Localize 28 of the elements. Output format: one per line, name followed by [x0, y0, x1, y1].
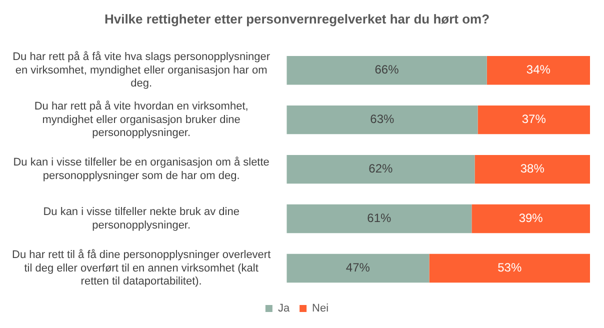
y-tick-label: Du har rett på å vite hvordan en virksomhet, myndighet eller organisasjon bruker dine personopplysninger. — [34, 100, 248, 140]
chart-title: Hvilke rettigheter etter personvernregelverket har du hørt om? — [104, 11, 490, 26]
y-tick-label: Du kan i visse tilfeller nekte bruk av dine personopplysninger. — [43, 206, 240, 232]
bar — [429, 254, 590, 283]
data-label: 63% — [370, 112, 395, 126]
data-label: 66% — [374, 62, 400, 77]
y-tick-label: Du har rett til å få dine personopplysninger overlevert til deg eller overført til en annen virksomhet (kalt retten til dataportabilitet). — [12, 249, 271, 288]
data-label: 61% — [367, 211, 392, 226]
bar — [472, 204, 590, 234]
y-tick-label: Du kan i visse tilfeller be en organisasjon om å slette personopplysninger som de har om deg. — [13, 156, 270, 182]
data-label: 47% — [346, 260, 370, 275]
data-label: 34% — [526, 62, 551, 77]
bar — [286, 204, 472, 234]
data-label: 37% — [522, 112, 546, 126]
bar — [286, 56, 487, 85]
data-label: 39% — [518, 211, 544, 226]
data-label: 38% — [520, 162, 545, 176]
bar — [486, 56, 590, 85]
bar — [286, 254, 430, 283]
bar — [286, 105, 478, 134]
bar — [286, 154, 475, 184]
bar — [478, 105, 590, 134]
y-tick-label: Du har rett på å få vite hva slags personopplysninger en virksomhet, myndighet eller organisasjon har om deg. — [12, 51, 270, 90]
data-label: 62% — [368, 162, 394, 176]
bar — [474, 154, 590, 184]
legend-label: Nei — [312, 302, 329, 315]
legend-label: Ja — [278, 302, 290, 315]
data-label: 53% — [498, 260, 522, 275]
